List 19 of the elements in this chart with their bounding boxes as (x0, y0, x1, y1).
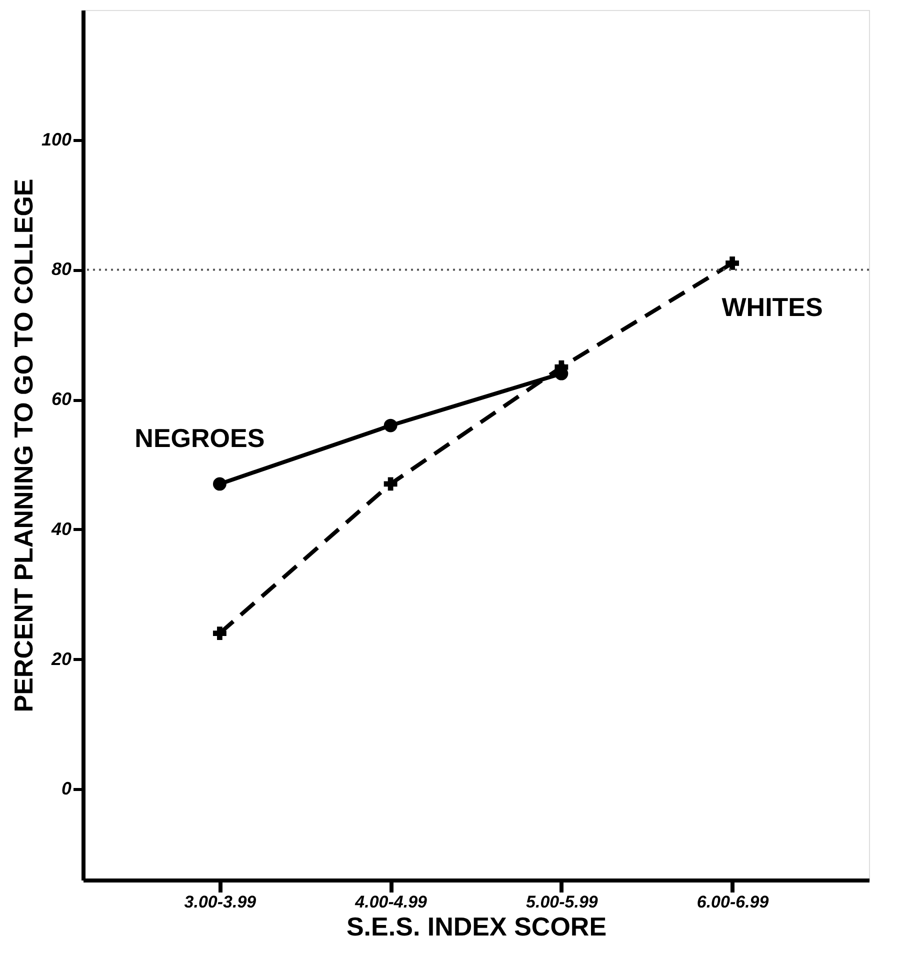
point (384, 418, 398, 432)
x-tick-label: 3.00-3.99 (184, 892, 257, 912)
y-axis-title: PERCENT PLANNING TO GO TO COLLEGE (8, 178, 38, 712)
y-tick-label: 40 (50, 518, 72, 539)
y-tick-label: 20 (50, 648, 72, 669)
x-tick-label: 6.00-6.99 (696, 892, 770, 912)
x-axis-title: S.E.S. INDEX SCORE (346, 912, 607, 942)
series-label: NEGROES (134, 422, 265, 453)
point (212, 626, 226, 640)
point (726, 256, 740, 270)
point (212, 477, 226, 491)
x-tick-label: 4.00-4.99 (354, 892, 428, 912)
y-tick-label: 100 (41, 129, 72, 150)
y-tick-label: 80 (51, 259, 72, 280)
y-tick-label: 0 (61, 778, 72, 799)
point (384, 477, 398, 491)
y-tick-label: 60 (51, 389, 72, 410)
x-tick-label: 5.00-5.99 (526, 892, 598, 912)
series-label: WHITES (722, 292, 823, 322)
